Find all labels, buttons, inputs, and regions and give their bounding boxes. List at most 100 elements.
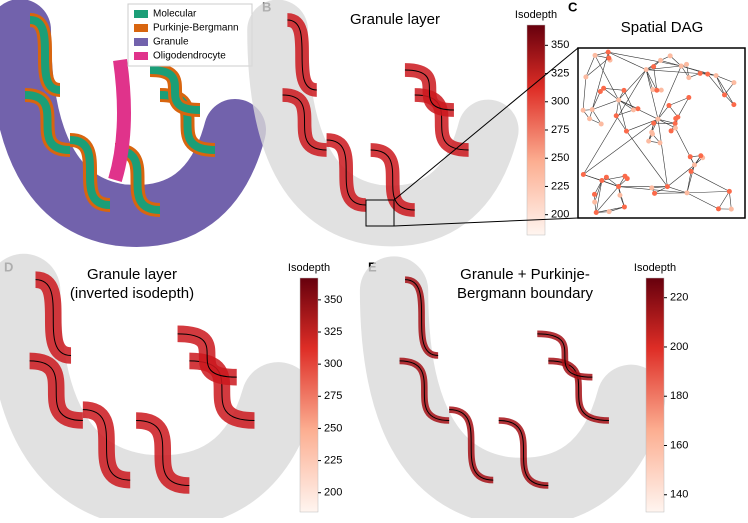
dag-node (622, 174, 627, 179)
dag-node (592, 192, 597, 197)
colorbar-label: Isodepth (634, 262, 676, 274)
dag-node (716, 206, 721, 211)
panel-title: Granule layer (350, 11, 440, 28)
dag-node (689, 169, 694, 174)
colorbar-tick-label: 160 (670, 439, 688, 451)
dag-node (581, 172, 586, 177)
dag-node (622, 204, 627, 209)
legend-label: Molecular (153, 9, 197, 20)
dag-node (686, 75, 691, 80)
dag-node (649, 130, 654, 135)
dag-node (686, 95, 691, 100)
dag-node (652, 191, 657, 196)
dag-node (587, 116, 592, 121)
colorbar (300, 278, 318, 512)
colorbar-tick-label: 300 (324, 358, 342, 370)
colorbar-tick-label: 180 (670, 390, 688, 402)
dag-node (675, 115, 680, 120)
dag-node (731, 80, 736, 85)
dag-box (578, 48, 745, 218)
dag-node (644, 67, 649, 72)
dag-node (657, 140, 662, 145)
legend-label: Granule (153, 37, 189, 48)
dag-node (731, 102, 736, 107)
colorbar-tick-label: 275 (324, 390, 342, 402)
dag-node (616, 97, 621, 102)
legend-label: Oligodendrocyte (153, 51, 226, 62)
colorbar-tick-label: 225 (551, 180, 569, 192)
dag-node (666, 103, 671, 108)
dag-node (698, 71, 703, 76)
dag-node (665, 184, 670, 189)
colorbar-tick-label: 350 (324, 294, 342, 306)
dag-node (614, 113, 619, 118)
dag-node (583, 75, 588, 80)
tissue (394, 291, 631, 492)
dag-node (646, 139, 651, 144)
dag-node (624, 129, 629, 134)
colorbar-tick-label: 250 (324, 422, 342, 434)
colorbar-tick-label: 220 (670, 292, 688, 304)
colorbar-tick-label: 250 (551, 152, 569, 164)
dag-node (649, 185, 654, 190)
dag-node (606, 50, 611, 55)
dag-node (679, 63, 684, 68)
colorbar-label: Isodepth (515, 9, 557, 21)
dag-node (658, 58, 663, 63)
dag-node (651, 121, 656, 126)
legend-swatch (134, 24, 148, 32)
panel-title: Spatial DAG (621, 19, 704, 36)
colorbar-label: Isodepth (288, 262, 330, 274)
panel-title: Granule layer (87, 266, 177, 283)
dag-node (601, 86, 606, 91)
legend-label: Purkinje-Bergmann (153, 23, 239, 34)
oligo (115, 60, 124, 180)
panel-label: C (568, 0, 578, 14)
colorbar-tick-label: 225 (324, 454, 342, 466)
dag-node (592, 200, 597, 205)
colorbar-tick-label: 325 (324, 326, 342, 338)
dag-node (635, 106, 640, 111)
colorbar-tick-label: 275 (551, 124, 569, 136)
panel-title: Granule + Purkinje- (460, 266, 590, 283)
dag-node (617, 193, 622, 198)
colorbar-tick-label: 200 (324, 487, 342, 499)
colorbar (646, 278, 664, 512)
dag-node (729, 207, 734, 212)
dag-node (590, 107, 595, 112)
dag-node (616, 184, 621, 189)
legend-swatch (134, 10, 148, 18)
dag-node (651, 64, 656, 69)
dag-node (684, 190, 689, 195)
dag-node (668, 53, 673, 58)
dag-node (669, 128, 674, 133)
dag-node (688, 154, 693, 159)
dag-node (581, 108, 586, 113)
dag-node (607, 209, 612, 214)
colorbar-tick-label: 300 (551, 96, 569, 108)
colorbar (527, 25, 545, 235)
panel-title: Bergmann boundary (457, 285, 593, 302)
dag-node (714, 73, 719, 78)
dag-node (727, 189, 732, 194)
dag-node (705, 72, 710, 77)
colorbar-tick-label: 350 (551, 39, 569, 51)
colorbar-tick-label: 140 (670, 489, 688, 501)
dag-node (599, 121, 604, 126)
dag-node (698, 153, 703, 158)
dag-node (631, 107, 636, 112)
colorbar-tick-label: 325 (551, 67, 569, 79)
dag-node (673, 125, 678, 130)
dag-node (684, 62, 689, 67)
dag-node (604, 175, 609, 180)
panel-title: (inverted isodepth) (70, 285, 194, 302)
dag-node (722, 92, 727, 97)
dag-node (599, 178, 604, 183)
dag-node (606, 56, 611, 61)
dag-node (594, 210, 599, 215)
dag-node (692, 163, 697, 168)
dag-node (593, 53, 598, 58)
dag-node (654, 88, 659, 93)
dag-node (656, 117, 661, 122)
